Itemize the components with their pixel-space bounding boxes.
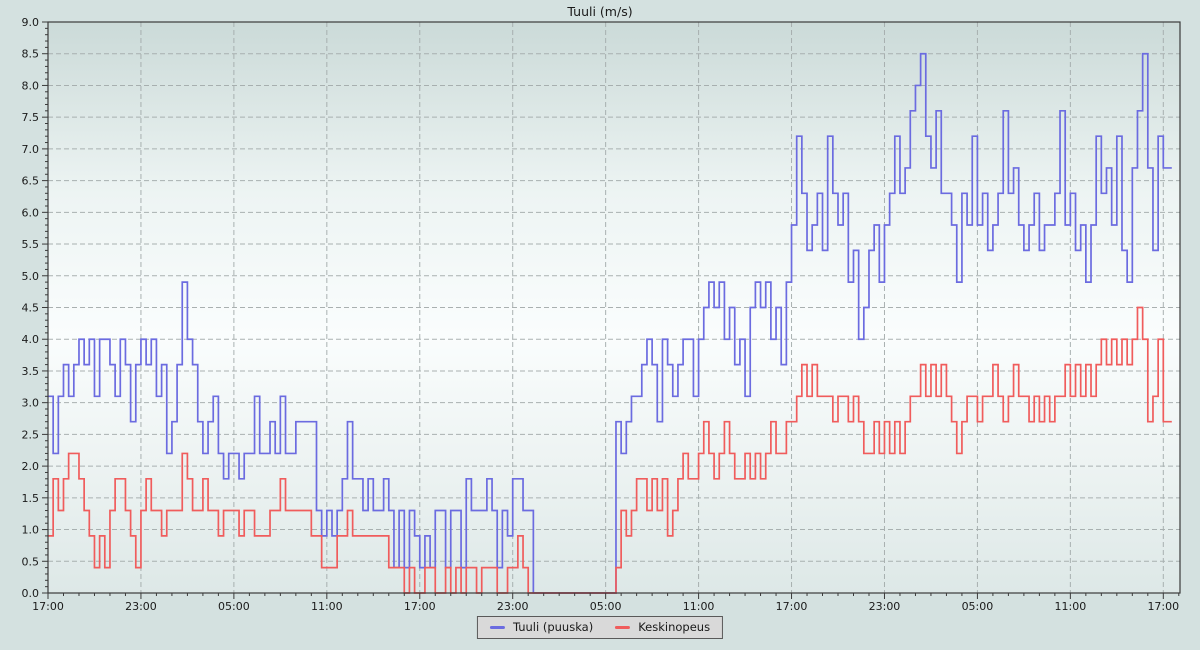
x-tick-label: 17:00 <box>404 600 436 613</box>
y-tick-label: 0.0 <box>22 587 40 600</box>
y-tick-label: 2.5 <box>22 428 40 441</box>
x-tick-label: 17:00 <box>32 600 64 613</box>
y-tick-label: 3.5 <box>22 365 40 378</box>
chart-title: Tuuli (m/s) <box>567 4 633 19</box>
y-tick-label: 5.5 <box>22 238 40 251</box>
y-tick-label: 4.5 <box>22 302 40 315</box>
y-tick-label: 8.0 <box>22 79 40 92</box>
y-tick-label: 1.5 <box>22 492 40 505</box>
x-tick-label: 11:00 <box>1055 600 1087 613</box>
x-tick-label: 17:00 <box>1147 600 1179 613</box>
y-tick-label: 1.0 <box>22 524 40 537</box>
y-tick-label: 4.0 <box>22 333 40 346</box>
wind-gust-line <box>48 52 1172 594</box>
x-tick-label: 05:00 <box>962 600 994 613</box>
y-tick-label: 7.0 <box>22 143 40 156</box>
x-tick-label: 05:00 <box>218 600 250 613</box>
x-tick-label: 11:00 <box>311 600 343 613</box>
y-tick-label: 6.5 <box>22 175 40 188</box>
x-tick-label: 11:00 <box>683 600 715 613</box>
y-tick-label: 6.0 <box>22 206 40 219</box>
y-tick-label: 2.0 <box>22 460 40 473</box>
gust-line-swatch-icon <box>489 625 505 629</box>
legend-label-gust: Tuuli (puuska) <box>512 620 594 634</box>
y-tick-label: 3.0 <box>22 397 40 410</box>
y-tick-label: 7.5 <box>22 111 40 124</box>
y-tick-label: 9.0 <box>22 16 40 29</box>
average-line-swatch-icon <box>615 625 631 629</box>
wind-average-line <box>48 306 1172 594</box>
legend-label-average: Keskinopeus <box>638 620 711 634</box>
x-tick-label: 23:00 <box>869 600 901 613</box>
y-tick-label: 8.5 <box>22 48 40 61</box>
x-tick-label: 23:00 <box>497 600 529 613</box>
grid-lines <box>48 22 1180 593</box>
legend-item-average: Keskinopeus <box>615 620 710 634</box>
x-tick-label: 23:00 <box>125 600 157 613</box>
axis-ticks <box>42 21 1180 599</box>
y-tick-label: 0.5 <box>22 555 40 568</box>
legend-item-gust: Tuuli (puuska) <box>489 620 594 634</box>
legend: Tuuli (puuska) Keskinopeus <box>476 616 724 639</box>
x-tick-label: 17:00 <box>776 600 808 613</box>
x-tick-label: 05:00 <box>590 600 622 613</box>
tick-labels: 0.0 0.5 1.0 1.5 2.0 2.5 3.0 3.5 4.0 4.5 5.0 5.5 6.0 6… <box>22 16 1180 613</box>
y-tick-label: 5.0 <box>22 270 40 283</box>
